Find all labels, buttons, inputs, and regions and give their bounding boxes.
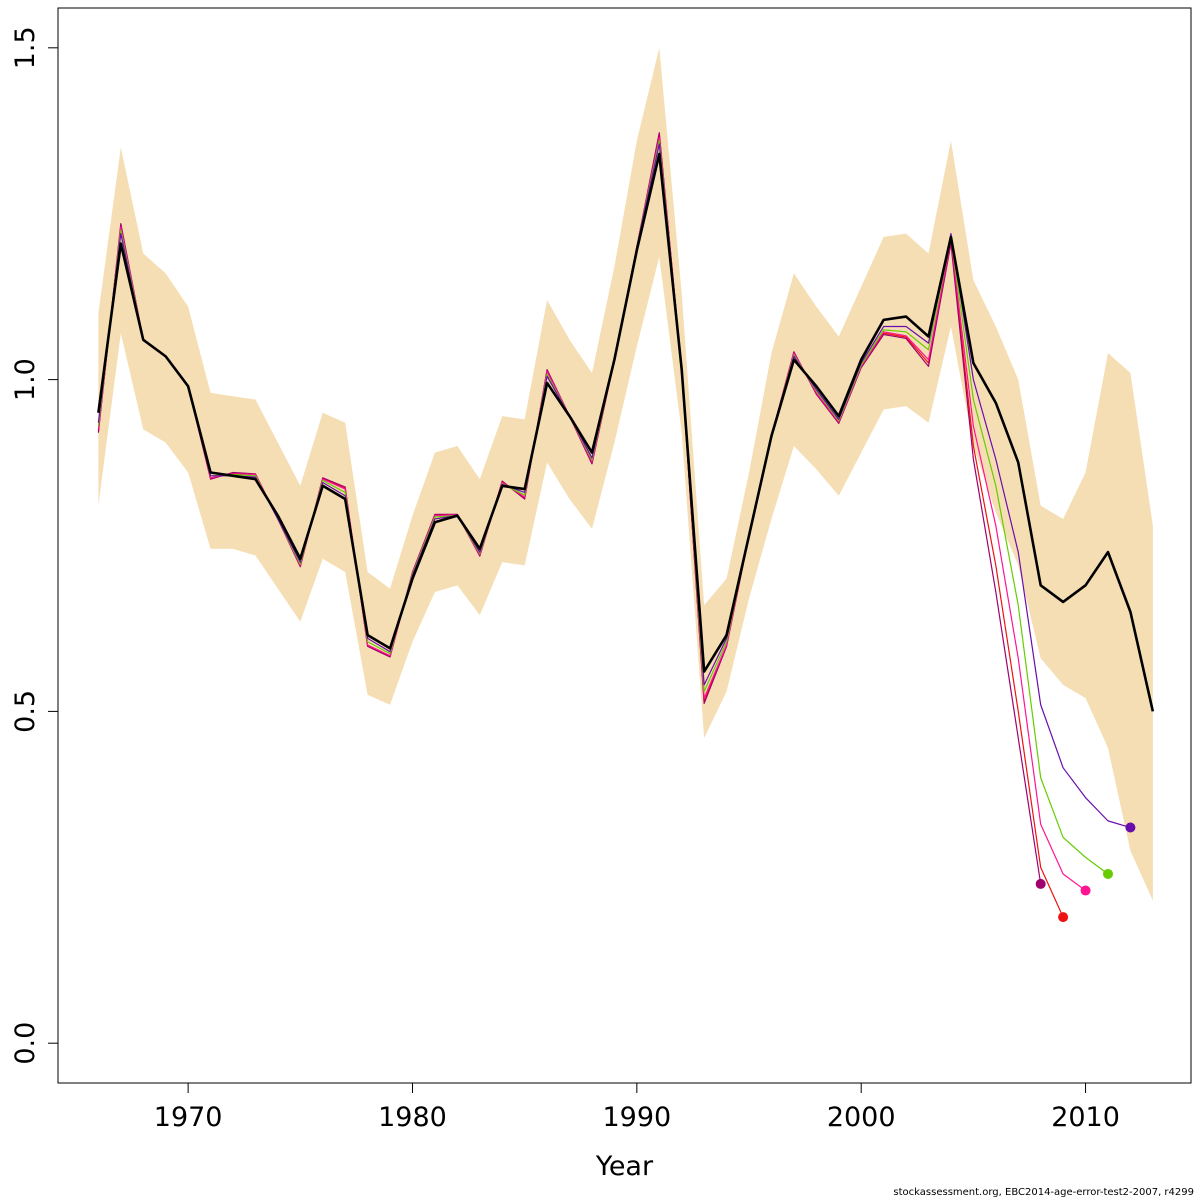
y-tick-label: 1.0 bbox=[10, 358, 41, 401]
series-end-point-5 bbox=[1058, 912, 1069, 923]
series-end-point-1 bbox=[1125, 822, 1136, 833]
footer-caption: stockassessment.org, EBC2014-age-error-t… bbox=[893, 1187, 1194, 1198]
series-end-point-2 bbox=[1102, 868, 1113, 879]
series-layer bbox=[97, 132, 1155, 923]
x-tick-label: 2000 bbox=[827, 1102, 896, 1133]
series-end-point-3 bbox=[1080, 885, 1091, 896]
y-tick-label: 1.5 bbox=[10, 26, 41, 69]
confidence-band bbox=[98, 47, 1153, 901]
confidence-band-layer bbox=[98, 47, 1153, 901]
x-axis: 1970 1980 1990 2000 2010 bbox=[154, 1083, 1120, 1133]
series-end-point-4 bbox=[1035, 878, 1046, 889]
x-tick-label: 1980 bbox=[378, 1102, 447, 1133]
x-axis-title: Year bbox=[595, 1151, 654, 1182]
x-tick-label: 1990 bbox=[602, 1102, 671, 1133]
y-tick-label: 0.0 bbox=[10, 1022, 41, 1065]
series-line-0 bbox=[97, 152, 1155, 712]
y-tick-label: 0.5 bbox=[10, 690, 41, 733]
plot-frame bbox=[57, 7, 1192, 1084]
x-tick-label: 1970 bbox=[154, 1102, 223, 1133]
x-tick-label: 2010 bbox=[1051, 1102, 1120, 1133]
y-axis: 0.0 0.5 1.0 1.5 bbox=[10, 26, 58, 1065]
